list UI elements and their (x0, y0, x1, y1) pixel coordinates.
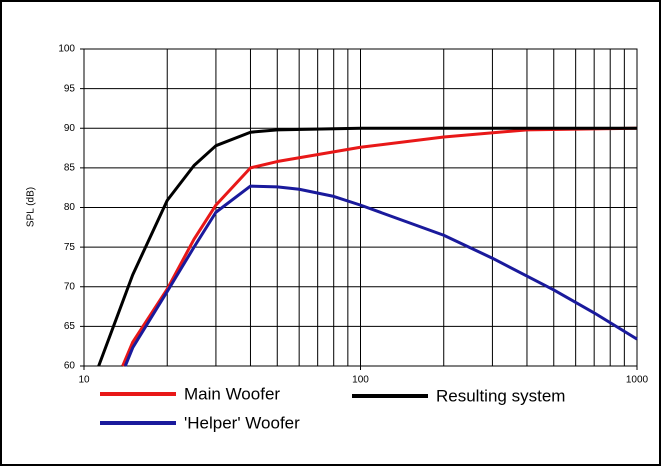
y-tick-label: 65 (64, 321, 76, 332)
series-line (121, 126, 638, 367)
series-line (123, 184, 638, 367)
y-tick-label: 85 (64, 163, 76, 174)
y-axis-label: SPL (dB) (26, 187, 37, 227)
x-tick-label: 1000 (626, 375, 649, 386)
legend-label: 'Helper' Woofer (184, 413, 300, 432)
y-tick-label: 95 (64, 83, 76, 94)
x-tick-label: 10 (78, 375, 90, 386)
y-tick-label: 100 (58, 44, 75, 55)
y-tick-label: 70 (64, 281, 76, 292)
x-tick-label: 100 (352, 375, 369, 386)
legend-label: Resulting system (436, 386, 565, 405)
plot-border (83, 48, 638, 367)
y-tick-label: 75 (64, 242, 76, 253)
y-tick-label: 80 (64, 202, 76, 213)
y-tick-label: 60 (64, 361, 76, 372)
y-tick-label: 90 (64, 123, 76, 134)
legend-label: Main Woofer (184, 384, 280, 403)
series-line (97, 126, 637, 367)
